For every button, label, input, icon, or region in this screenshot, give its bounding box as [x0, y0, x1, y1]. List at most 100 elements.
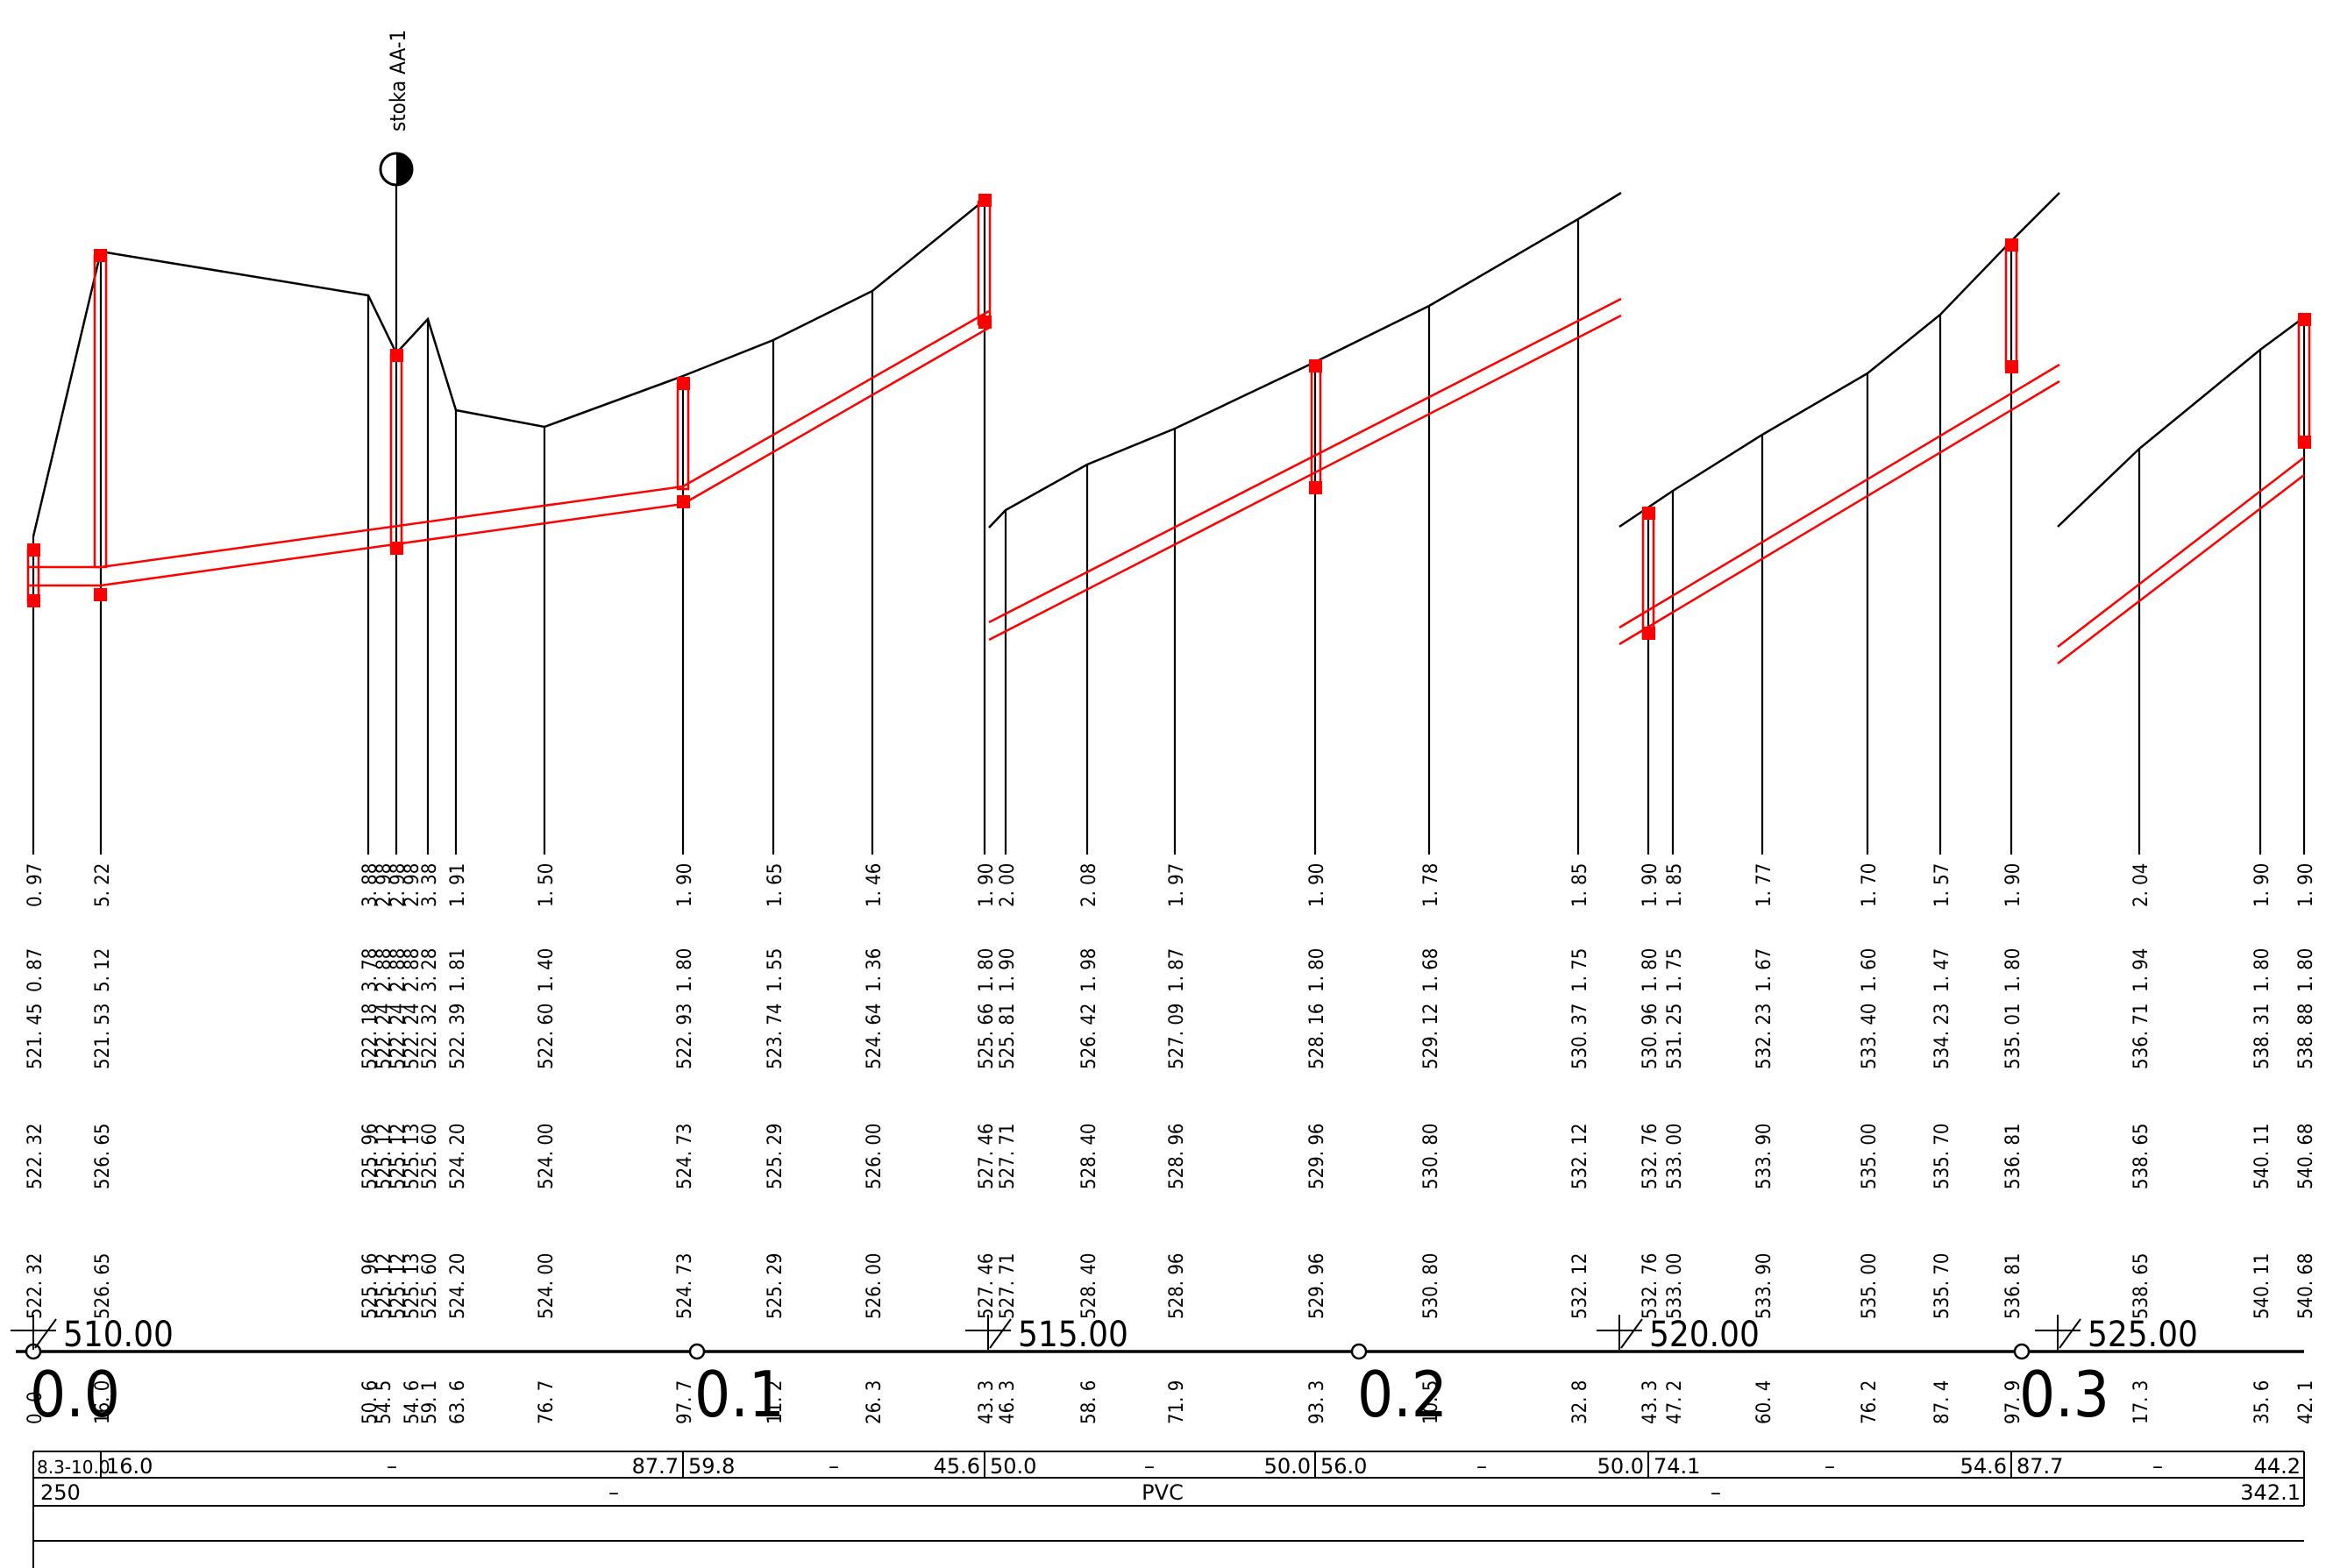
station-value: 2. 98 [373, 863, 395, 907]
station-distance: 17. 3 [2130, 1380, 2152, 1424]
table-row1-cell: 50.0 [990, 1454, 1036, 1479]
chainage-label-525: 525.00 [2088, 1315, 2198, 1355]
chainage-axis: 510.00 515.00 520.00 525.00 0.0 0.1 0.2 … [11, 1315, 2304, 1431]
table-row1-cell: 87.7 [632, 1454, 679, 1479]
station-value: 1. 94 [2130, 948, 2152, 992]
station-value: 536. 81 [2002, 1252, 2024, 1319]
station-value: 532. 12 [1569, 1123, 1591, 1189]
km-label-0: 0.0 [30, 1358, 120, 1431]
station-value: 538. 65 [2130, 1252, 2152, 1319]
station-value: 526. 00 [864, 1123, 886, 1189]
station-distance: 50. 6 [359, 1380, 381, 1424]
station-distance: 43. 3 [976, 1380, 998, 1424]
station-value: 523. 74 [765, 1003, 786, 1069]
station-value: 2. 00 [997, 863, 1019, 907]
station-value: 1. 67 [1753, 948, 1775, 992]
table-row1-cell: 87.7 [2017, 1454, 2063, 1479]
station-value: 522. 18 [359, 1003, 381, 1069]
table-row1-cell: – [2152, 1454, 2163, 1479]
station-value: 5. 22 [92, 863, 114, 907]
station-value: 527. 09 [1166, 1003, 1188, 1069]
station-value: 2. 08 [1078, 863, 1100, 907]
station-value: 2. 04 [2130, 863, 2152, 907]
station-value: 1. 90 [1640, 863, 1661, 907]
station-value: 0. 87 [25, 948, 46, 992]
station-value: 1. 80 [1640, 948, 1661, 992]
station-value: 524. 73 [674, 1123, 696, 1189]
table-row1-cell: 8.3-10.0 [37, 1457, 110, 1478]
station-distance: 63. 6 [447, 1380, 469, 1424]
station-value: 528. 40 [1078, 1252, 1100, 1319]
station-value: 2. 88 [402, 948, 423, 992]
station-value: 525. 96 [359, 1123, 381, 1189]
station-value: 1. 90 [976, 863, 998, 907]
station-value: 533. 00 [1664, 1252, 1686, 1319]
station-value: 1. 90 [674, 863, 696, 907]
table-row1-cell: 45.6 [934, 1454, 980, 1479]
station-value: 540. 68 [2295, 1123, 2317, 1189]
table-texts: 8.3-10.016.0–87.7 59.8–45.6 50.0–50.0 56.0–… [37, 1454, 2301, 1505]
station-value: 529. 96 [1306, 1123, 1328, 1189]
station-value: 1. 80 [2295, 948, 2317, 992]
km-label-3: 0.3 [2019, 1358, 2109, 1431]
station-value: 521. 53 [92, 1003, 114, 1069]
station-distance: 10. 5 [1420, 1380, 1442, 1424]
table-row1-cell: 44.2 [2254, 1454, 2301, 1479]
station-value: 533. 40 [1859, 1003, 1881, 1069]
manhole-label: stoka AA-1 [386, 30, 410, 131]
station-value: 522. 24 [388, 1003, 409, 1069]
table-row1-cell: – [1144, 1454, 1155, 1479]
station-value: 3. 38 [419, 863, 441, 907]
station-value: 538. 65 [2130, 1123, 2152, 1189]
station-value: 1. 47 [1931, 948, 1953, 992]
station-value: 526. 42 [1078, 1003, 1100, 1069]
station-value: 530. 37 [1569, 1003, 1591, 1069]
station-value: 525. 13 [402, 1252, 423, 1319]
table-row1-cell: 56.0 [1320, 1454, 1367, 1479]
station-value: 1. 77 [1753, 863, 1775, 907]
station-distance: 0. 0 [25, 1391, 46, 1424]
station-value: 535. 70 [1931, 1123, 1953, 1189]
station-distance: 87. 4 [1931, 1380, 1953, 1424]
station-value: 533. 90 [1753, 1123, 1775, 1189]
table-row1-cell: – [387, 1454, 397, 1479]
station-value: 524. 00 [536, 1123, 558, 1189]
station-value: 3. 88 [359, 863, 381, 907]
table-row1-cell: – [1476, 1454, 1487, 1479]
station-value: 526. 65 [92, 1252, 114, 1319]
table-row2-cell: – [608, 1480, 619, 1505]
station-distance: 46. 3 [997, 1380, 1019, 1424]
station-distance: 32. 8 [1569, 1380, 1591, 1424]
station-value: 525. 13 [402, 1123, 423, 1189]
station-value: 532. 12 [1569, 1252, 1591, 1319]
station-distance: 59. 1 [419, 1380, 441, 1424]
station-value: 525. 60 [419, 1123, 441, 1189]
station-value: 535. 00 [1859, 1252, 1881, 1319]
station-value: 1. 36 [864, 948, 886, 992]
station-value: 533. 90 [1753, 1252, 1775, 1319]
table-row1-cell: 54.6 [1960, 1454, 2007, 1479]
station-value: 540. 11 [2251, 1123, 2273, 1189]
table-row1-cell: – [829, 1454, 839, 1479]
station-value: 532. 76 [1640, 1252, 1661, 1319]
station-value: 1. 97 [1166, 863, 1188, 907]
station-value: 533. 00 [1664, 1123, 1686, 1189]
station-value: 526. 65 [92, 1123, 114, 1189]
station-value: 1. 90 [997, 948, 1019, 992]
station-value: 521. 45 [25, 1003, 46, 1069]
station-value: 530. 80 [1420, 1252, 1442, 1319]
station-value: 525. 29 [765, 1123, 786, 1189]
manhole-symbol: stoka AA-1 [379, 30, 414, 855]
table-row1-cell: 16.0 [106, 1454, 153, 1479]
station-value: 528. 96 [1166, 1123, 1188, 1189]
chainage-label-520: 520.00 [1649, 1315, 1760, 1355]
station-value: 1. 80 [674, 948, 696, 992]
station-value: 1. 68 [1420, 948, 1442, 992]
station-distance: 60. 4 [1753, 1380, 1775, 1424]
station-value: 532. 23 [1753, 1003, 1775, 1069]
station-value: 1. 90 [2251, 863, 2273, 907]
station-distance: 71. 9 [1166, 1380, 1188, 1424]
station-value: 524. 64 [864, 1003, 886, 1069]
station-value: 1. 57 [1931, 863, 1953, 907]
